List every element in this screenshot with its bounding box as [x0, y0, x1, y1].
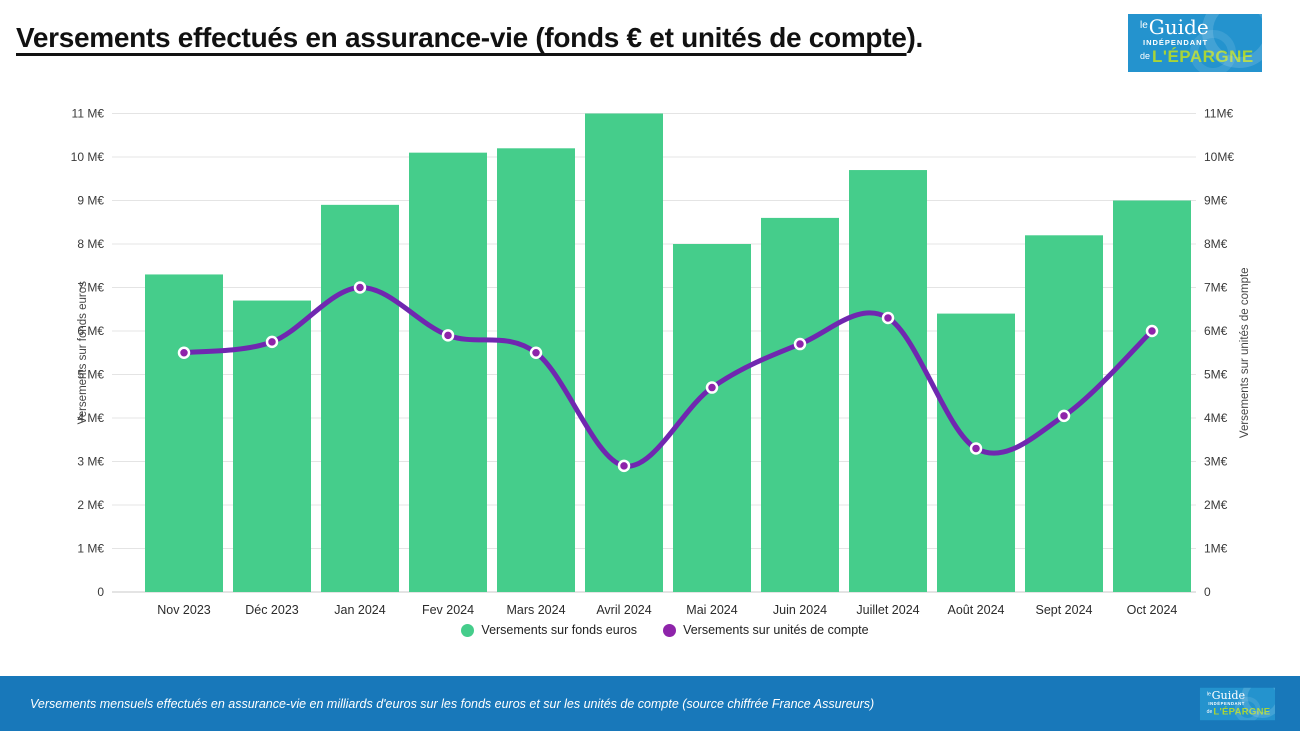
page-title: Versements effectués en assurance-vie (f… [16, 22, 923, 54]
right-axis-tick: 11M€ [1204, 107, 1233, 121]
line-point-Nov 2023[interactable] [177, 346, 191, 359]
x-axis-label: Mars 2024 [506, 603, 565, 617]
right-axis-tick: 9M€ [1204, 194, 1228, 208]
left-axis-tick: 10 M€ [71, 150, 105, 164]
line-point-Juin 2024[interactable] [793, 337, 807, 351]
logo-guide: Guide [1211, 687, 1246, 702]
logo-guide: Guide [1148, 15, 1209, 39]
right-axis-tick: 7M€ [1204, 281, 1228, 295]
right-axis-tick: 1M€ [1204, 542, 1228, 556]
left-axis-tick: 3 M€ [77, 455, 104, 469]
x-axis-label: Oct 2024 [1127, 603, 1178, 617]
right-axis-tick: 8M€ [1204, 237, 1228, 251]
footer-caption: Versements mensuels effectués en assuran… [30, 696, 875, 711]
right-axis-tick: 10M€ [1204, 150, 1234, 164]
legend-item-unites-de-compte[interactable]: Versements sur unités de compte [663, 623, 869, 637]
left-axis-tick: 1 M€ [77, 542, 104, 556]
line-point-Jan 2024[interactable] [353, 281, 367, 294]
guide-epargne-logo: leGuide INDÉPENDANT de L'ÉPARGNE [1128, 14, 1262, 72]
bar-Oct 2024[interactable] [1113, 200, 1191, 593]
logo-independant: INDÉPENDANT [1208, 700, 1245, 706]
line-point-Déc 2023[interactable] [265, 335, 279, 349]
legend-item-fonds-euros[interactable]: Versements sur fonds euros [461, 623, 637, 637]
left-axis-tick: 11 M€ [72, 107, 105, 121]
bar-Fev 2024[interactable] [409, 152, 487, 592]
bar-Nov 2023[interactable] [145, 274, 223, 592]
legend-dot [663, 623, 677, 637]
line-point-Mai 2024[interactable] [705, 381, 719, 394]
right-axis-tick: 6M€ [1204, 324, 1228, 338]
left-axis-tick: 8 M€ [77, 237, 104, 251]
logo-row-guide: leGuide [1207, 689, 1275, 701]
x-axis-label: Déc 2023 [245, 603, 299, 617]
logo-independant: INDÉPENDANT [1143, 38, 1209, 47]
left-axis-tick: 7 M€ [77, 281, 104, 295]
guide-epargne-logo-small: leGuide INDÉPENDANT deL'ÉPARGNE [1199, 687, 1275, 720]
logo-row-guide: leGuide [1140, 17, 1262, 38]
bar-Avril 2024[interactable] [585, 113, 663, 593]
logo-de: de [1140, 50, 1151, 61]
footer-bar: Versements mensuels effectués en assuran… [0, 676, 1300, 731]
line-point-Oct 2024[interactable] [1145, 324, 1159, 338]
right-axis-tick: 0 [1204, 585, 1211, 599]
bar-Jan 2024[interactable] [321, 204, 399, 592]
x-axis-label: Août 2024 [948, 603, 1005, 617]
logo-le: le [1140, 20, 1148, 31]
left-axis-tick: 5 M€ [77, 368, 104, 382]
chart-legend: Versements sur fonds euros Versements sur… [0, 623, 1300, 637]
x-axis-label: Nov 2023 [157, 603, 211, 617]
right-axis-title: Versements sur unités de compte [1239, 267, 1251, 438]
x-axis-label: Juillet 2024 [856, 603, 919, 617]
right-axis-tick: 2M€ [1204, 498, 1228, 512]
line-point-Juillet 2024[interactable] [881, 311, 895, 325]
logo-le: le [1206, 690, 1212, 697]
logo-epargne: L'ÉPARGNE [1152, 46, 1254, 66]
logo-de: de [1206, 707, 1213, 714]
line-point-Mars 2024[interactable] [529, 346, 543, 359]
logo-epargne: L'ÉPARGNE [1213, 705, 1271, 717]
x-axis-label: Mai 2024 [686, 603, 737, 617]
x-axis-label: Juin 2024 [773, 603, 827, 617]
left-axis-tick: 9 M€ [77, 194, 104, 208]
right-axis-tick: 4M€ [1204, 411, 1228, 425]
bar-Juin 2024[interactable] [761, 217, 839, 592]
left-axis-tick: 6 M€ [77, 324, 104, 338]
assurance-vie-chart: 0 0 1 M€ 1M€ 2 M€ 2M€ 3 M€ 3M€ 4 M€ 4M€ 5 M€ 5M€ 6 M… [71, 107, 1251, 618]
line-point-Fev 2024[interactable] [441, 329, 455, 342]
legend-label: Versements sur fonds euros [481, 623, 638, 637]
right-axis-tick: 5M€ [1204, 368, 1228, 382]
page-title-suffix: ). [906, 22, 924, 53]
x-axis-label: Avril 2024 [596, 603, 651, 617]
page-title-text: Versements effectués en assurance-vie (f… [16, 22, 907, 53]
left-axis-tick: 4 M€ [77, 411, 104, 425]
left-axis-tick: 0 [97, 585, 104, 599]
x-axis-label: Fev 2024 [422, 603, 474, 617]
legend-dot [461, 623, 475, 637]
bar-Juillet 2024[interactable] [849, 170, 927, 593]
left-axis-tick: 2 M€ [77, 498, 104, 512]
left-axis-title: Versements sur fonds euros [77, 281, 89, 424]
legend-label: Versements sur unités de compte [683, 623, 869, 637]
logo-row-epargne: deL'ÉPARGNE [1207, 706, 1275, 716]
line-point-Sept 2024[interactable] [1057, 409, 1071, 423]
bar-Mars 2024[interactable] [497, 148, 575, 593]
line-point-Août 2024[interactable] [969, 442, 983, 455]
right-axis-tick: 3M€ [1204, 455, 1228, 469]
x-axis-label: Sept 2024 [1036, 603, 1093, 617]
x-axis-label: Jan 2024 [334, 603, 385, 617]
line-point-Avril 2024[interactable] [617, 459, 631, 473]
